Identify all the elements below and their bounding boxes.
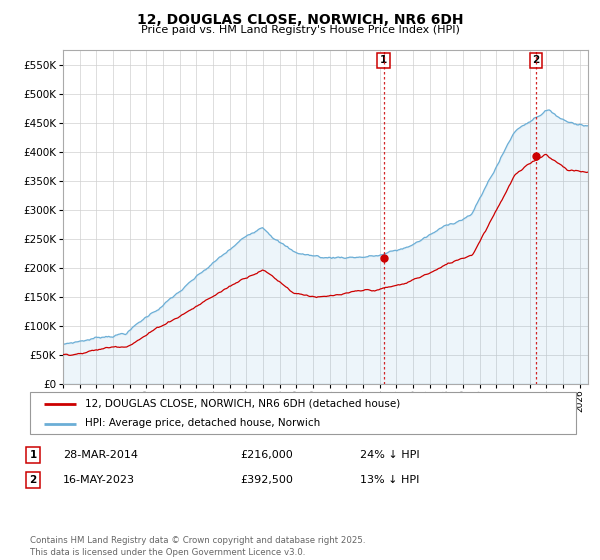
Text: £392,500: £392,500 [240,475,293,485]
Text: 1: 1 [29,450,37,460]
Text: 24% ↓ HPI: 24% ↓ HPI [360,450,419,460]
Text: 12, DOUGLAS CLOSE, NORWICH, NR6 6DH: 12, DOUGLAS CLOSE, NORWICH, NR6 6DH [137,13,463,27]
Text: 12, DOUGLAS CLOSE, NORWICH, NR6 6DH (detached house): 12, DOUGLAS CLOSE, NORWICH, NR6 6DH (det… [85,399,400,409]
Text: 16-MAY-2023: 16-MAY-2023 [63,475,135,485]
Text: £216,000: £216,000 [240,450,293,460]
Text: 2: 2 [29,475,37,485]
Text: Price paid vs. HM Land Registry's House Price Index (HPI): Price paid vs. HM Land Registry's House … [140,25,460,35]
Text: Contains HM Land Registry data © Crown copyright and database right 2025.
This d: Contains HM Land Registry data © Crown c… [30,536,365,557]
Text: 1: 1 [380,55,387,66]
Text: HPI: Average price, detached house, Norwich: HPI: Average price, detached house, Norw… [85,418,320,428]
Text: 28-MAR-2014: 28-MAR-2014 [63,450,138,460]
Text: 13% ↓ HPI: 13% ↓ HPI [360,475,419,485]
Text: 2: 2 [532,55,539,66]
